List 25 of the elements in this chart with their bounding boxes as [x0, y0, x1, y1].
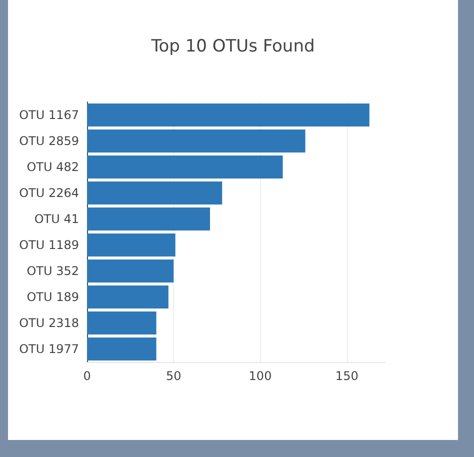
chart-title: Top 10 OTUs Found [150, 36, 315, 56]
bar [87, 156, 283, 178]
y-tick-label: OTU 352 [26, 264, 79, 278]
bar [87, 104, 370, 126]
y-tick-label: OTU 1977 [19, 342, 79, 356]
bar [87, 130, 306, 152]
x-tick-label: 150 [335, 369, 358, 383]
y-tick-label: OTU 2859 [19, 134, 79, 148]
y-tick-label: OTU 482 [26, 160, 79, 174]
y-tick-label: OTU 2264 [19, 186, 79, 200]
y-tick-label: OTU 1189 [19, 238, 79, 252]
bar [87, 260, 174, 282]
y-tick-label: OTU 189 [26, 290, 79, 304]
x-tick-label: 0 [83, 369, 91, 383]
y-tick-label: OTU 41 [34, 212, 79, 226]
bar [87, 286, 168, 308]
bar [87, 312, 156, 334]
x-tick-label: 100 [248, 369, 272, 383]
bar [87, 182, 222, 204]
y-tick-label: OTU 2318 [19, 316, 79, 330]
bar [87, 338, 156, 360]
bar [87, 234, 176, 256]
bar [87, 208, 210, 230]
x-tick-label: 50 [166, 369, 182, 383]
y-tick-label: OTU 1167 [19, 108, 79, 122]
